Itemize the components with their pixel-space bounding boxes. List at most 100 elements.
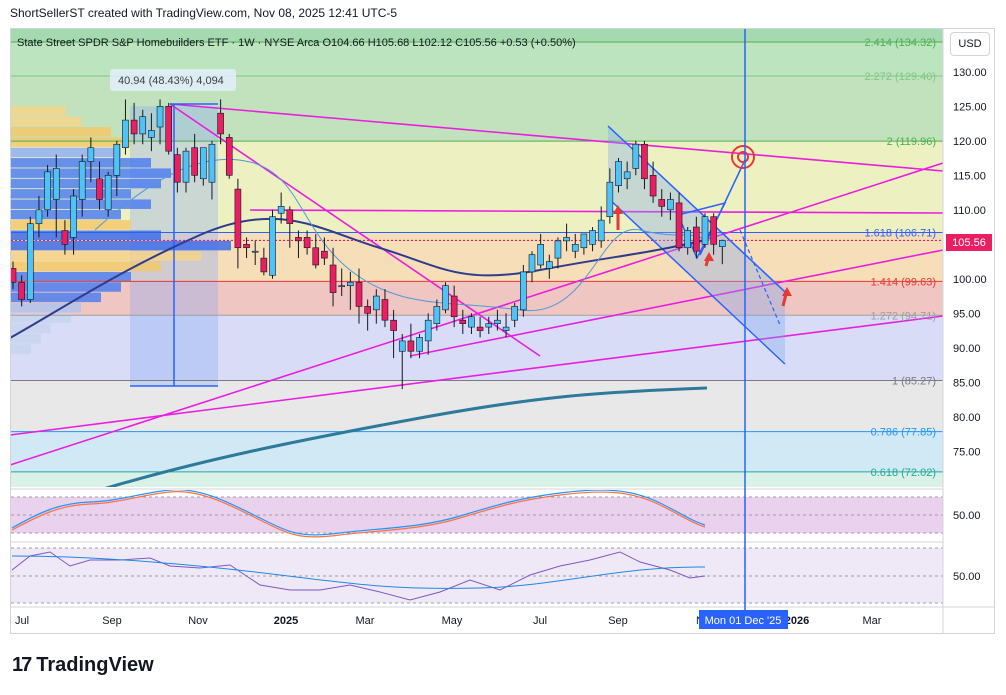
- candle: [251, 240, 259, 266]
- fib-zone-3: [11, 141, 943, 233]
- ma-20-line: [94, 158, 706, 312]
- tradingview-logo-text: TradingView: [36, 654, 154, 676]
- candle: [225, 133, 233, 179]
- candle: [450, 285, 458, 328]
- currency-button[interactable]: USD: [950, 32, 990, 56]
- candle-body: [44, 171, 51, 211]
- candle-body: [295, 237, 302, 242]
- candle-body: [104, 175, 112, 211]
- candle: [718, 239, 726, 265]
- candle: [338, 268, 346, 297]
- volume-profile-bar: [11, 106, 66, 116]
- candle: [139, 109, 147, 145]
- candle-body: [710, 216, 717, 245]
- resistance-trendline: [169, 103, 943, 172]
- candle-body: [589, 230, 596, 245]
- candle-body: [156, 106, 164, 128]
- candle: [18, 275, 25, 307]
- candle-body: [78, 161, 86, 200]
- candle-body: [615, 161, 622, 186]
- candle: [208, 140, 216, 200]
- candle-body: [606, 181, 614, 218]
- support-trendline-mid: [409, 249, 943, 357]
- candle: [295, 230, 302, 259]
- candle-body: [658, 199, 666, 207]
- candle-body: [597, 219, 605, 242]
- candle-body: [684, 230, 692, 249]
- candle: [511, 302, 519, 328]
- candle: [96, 161, 103, 210]
- candle: [571, 233, 579, 259]
- tradingview-logo-icon: 17: [12, 654, 32, 676]
- y-tick-label: 125.00: [953, 101, 987, 113]
- fib-zone-8: [11, 431, 943, 472]
- candle-body: [269, 216, 276, 276]
- candle-body: [528, 254, 536, 273]
- candle-body: [424, 319, 432, 342]
- candle-body: [243, 244, 250, 249]
- candle: [130, 102, 138, 145]
- pane1-tick: 50.00: [953, 510, 981, 522]
- y-tick-label: 90.00: [953, 343, 981, 355]
- candle: [520, 265, 527, 317]
- x-tick-label: Jul: [15, 615, 29, 627]
- candle: [277, 192, 285, 224]
- candle: [234, 178, 242, 269]
- candle-body: [701, 216, 709, 245]
- tradingview-logo[interactable]: 17 TradingView: [12, 654, 154, 677]
- candle: [442, 282, 449, 314]
- candle: [312, 233, 320, 269]
- y-tick-label: 110.00: [953, 205, 986, 217]
- measure-tooltip: 40.94 (48.43%) 4,094: [110, 69, 236, 91]
- candle-body: [416, 337, 423, 352]
- candle: [554, 237, 562, 269]
- candle-body: [260, 257, 268, 273]
- measure-label: 40.94 (48.43%) 4,094: [118, 75, 224, 87]
- candle-body: [390, 319, 397, 331]
- stoch-k-line: [11, 491, 706, 538]
- last-price-tag: 105.56: [946, 234, 992, 251]
- candle-body: [459, 319, 467, 324]
- candle: [563, 223, 570, 252]
- y-tick-label: 95.00: [953, 308, 981, 320]
- candle: [61, 220, 69, 255]
- candle-body: [381, 299, 389, 321]
- candle-body: [485, 323, 493, 328]
- candle-body: [208, 143, 216, 183]
- candle: [494, 309, 501, 331]
- candle: [104, 171, 112, 217]
- candle-body: [442, 285, 449, 311]
- pane2-tick: 50.00: [953, 571, 981, 583]
- y-tick-label: 75.00: [953, 446, 981, 458]
- candle: [537, 233, 544, 269]
- candle: [217, 99, 224, 145]
- volume-profile-bar: [11, 334, 41, 344]
- candle: [355, 268, 363, 324]
- candle: [113, 140, 121, 197]
- price-chart[interactable]: 2.414 (134.32) 2.272 (129.40) 2 (119.96) 1.…: [0, 0, 1006, 640]
- candle-body: [61, 230, 69, 245]
- volume-profile-bar: [11, 116, 81, 127]
- candle: [174, 147, 181, 193]
- candle-body: [338, 285, 346, 288]
- fib-zone-5: [11, 281, 943, 316]
- channel-mid-line: [739, 229, 781, 326]
- volume-profile-bar: [11, 178, 161, 189]
- candle-body: [520, 271, 527, 311]
- volume-profile-bar: [11, 199, 151, 209]
- candle-body: [130, 119, 138, 135]
- rsi-line: [11, 551, 706, 601]
- candle: [321, 237, 328, 266]
- candle-body: [122, 119, 129, 149]
- y-tick-label: 120.00: [953, 136, 987, 148]
- volume-profile-bar: [11, 251, 201, 261]
- candle: [200, 147, 207, 186]
- candle-body: [623, 171, 631, 180]
- candle-body: [277, 206, 285, 214]
- candle-body: [398, 340, 406, 352]
- candle: [156, 99, 164, 145]
- candle: [26, 216, 34, 303]
- candle: [615, 158, 622, 193]
- volume-profile-bar: [11, 302, 81, 313]
- candle-body: [96, 178, 103, 200]
